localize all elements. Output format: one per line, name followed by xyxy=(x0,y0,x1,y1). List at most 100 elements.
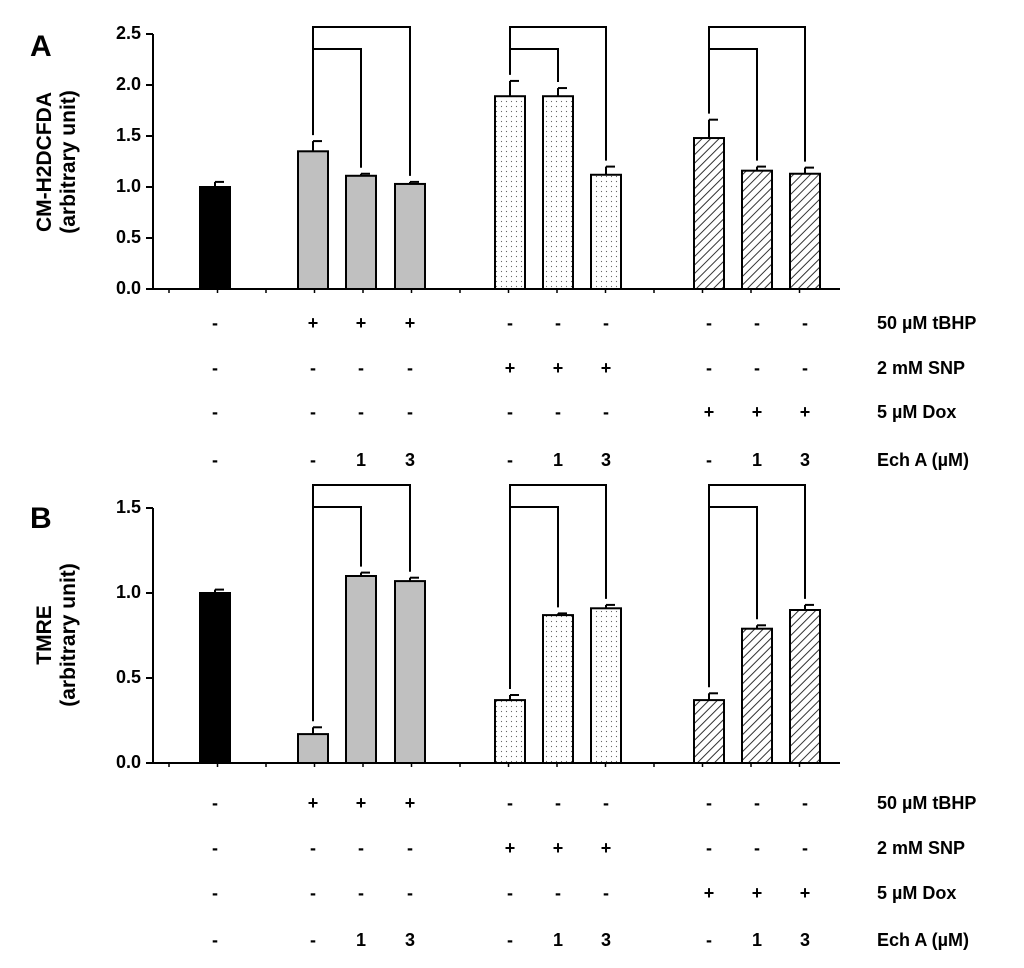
panel-letter: B xyxy=(30,502,52,535)
condition-cell: + xyxy=(356,793,367,813)
panel-letter: A xyxy=(30,30,52,63)
condition-cell: + xyxy=(601,838,612,858)
significance-bracket xyxy=(709,506,758,620)
condition-cell: - xyxy=(754,838,760,858)
condition-cell: - xyxy=(212,883,218,903)
condition-cell: - xyxy=(358,838,364,858)
bar-tbhp xyxy=(345,174,377,290)
y-axis-label-line: TMRE xyxy=(33,605,56,665)
bar-tbhp xyxy=(394,182,426,290)
condition-label: 50 µM tBHP xyxy=(877,313,976,333)
y-tick-label: 0.5 xyxy=(116,227,141,247)
condition-cell: + xyxy=(308,313,319,333)
significance-bracket xyxy=(312,26,411,176)
significance-bracket xyxy=(708,26,806,162)
condition-cell: 1 xyxy=(553,930,563,950)
condition-cell: - xyxy=(507,883,513,903)
bar-control xyxy=(199,592,231,764)
condition-cell: - xyxy=(310,358,316,378)
y-tick-label: 1.5 xyxy=(116,497,141,517)
condition-cell: + xyxy=(704,402,715,422)
bar-tbhp xyxy=(297,150,329,290)
condition-cell: + xyxy=(553,358,564,378)
condition-cell: - xyxy=(507,450,513,470)
condition-cell: - xyxy=(802,358,808,378)
condition-cell: + xyxy=(704,883,715,903)
condition-cell: - xyxy=(310,883,316,903)
bar-snp xyxy=(590,173,622,290)
condition-cell: - xyxy=(754,313,760,333)
y-tick-label: 0.0 xyxy=(116,278,141,298)
condition-cell: + xyxy=(752,402,763,422)
y-tick-label: 1.0 xyxy=(116,176,141,196)
condition-cell: - xyxy=(310,930,316,950)
condition-cell: - xyxy=(603,402,609,422)
panel-a: A CM-H2DCFDA(arbitrary unit) 0.0 0.5 1.0 1.5 2… xyxy=(30,23,976,470)
condition-cell: - xyxy=(706,793,712,813)
condition-label: 5 µM Dox xyxy=(877,402,956,422)
condition-cell: + xyxy=(800,883,811,903)
condition-cell: - xyxy=(407,358,413,378)
condition-cell: - xyxy=(555,402,561,422)
condition-cell: - xyxy=(212,402,218,422)
condition-cell: - xyxy=(706,838,712,858)
condition-cell: - xyxy=(754,793,760,813)
significance-bracket xyxy=(709,48,758,161)
condition-label: 2 mM SNP xyxy=(877,838,965,858)
bar-snp xyxy=(494,95,526,290)
condition-cell: - xyxy=(212,358,218,378)
condition-cell: - xyxy=(407,838,413,858)
condition-cell: - xyxy=(603,883,609,903)
significance-bracket xyxy=(708,484,806,688)
bar-snp xyxy=(494,699,526,764)
bar-snp xyxy=(542,614,574,764)
bar-snp xyxy=(542,95,574,290)
condition-cell: 1 xyxy=(356,450,366,470)
bar-dox xyxy=(789,609,821,764)
condition-cell: - xyxy=(310,838,316,858)
condition-cell: 3 xyxy=(800,450,810,470)
condition-cell: - xyxy=(507,930,513,950)
bar-dox xyxy=(693,137,725,290)
condition-cell: - xyxy=(507,793,513,813)
condition-cell: + xyxy=(356,313,367,333)
bar-tbhp xyxy=(394,580,426,764)
condition-cell: - xyxy=(358,402,364,422)
condition-cell: - xyxy=(212,838,218,858)
condition-cell: - xyxy=(358,883,364,903)
bar-tbhp xyxy=(345,575,377,764)
condition-cell: + xyxy=(505,358,516,378)
condition-cell: - xyxy=(706,930,712,950)
condition-cell: - xyxy=(802,313,808,333)
condition-cell: 1 xyxy=(356,930,366,950)
condition-cell: + xyxy=(800,402,811,422)
condition-cell: - xyxy=(407,883,413,903)
significance-bracket xyxy=(509,26,607,161)
condition-cell: - xyxy=(802,793,808,813)
y-axis-label-line: (arbitrary unit) xyxy=(57,563,80,707)
y-axis-label: TMRE(arbitrary unit) xyxy=(33,563,80,707)
condition-cell: + xyxy=(308,793,319,813)
condition-cell: + xyxy=(405,313,416,333)
significance-bracket xyxy=(509,484,607,689)
condition-cell: - xyxy=(754,358,760,378)
condition-cell: - xyxy=(212,450,218,470)
significance-bracket xyxy=(313,506,362,567)
significance-bracket xyxy=(313,48,362,168)
significance-bracket xyxy=(510,506,559,608)
condition-cell: + xyxy=(505,838,516,858)
y-axis-label-line: CM-H2DCFDA xyxy=(33,92,56,232)
y-tick-label: 1.5 xyxy=(116,125,141,145)
condition-cell: - xyxy=(358,358,364,378)
condition-label: 50 µM tBHP xyxy=(877,793,976,813)
condition-cell: 1 xyxy=(553,450,563,470)
panel-b: B TMRE(arbitrary unit) 0.0 0.5 1.0 1.5 - + + + - - -… xyxy=(30,484,976,950)
condition-label: Ech A (µM) xyxy=(877,450,969,470)
condition-cell: - xyxy=(603,793,609,813)
condition-cell: - xyxy=(555,883,561,903)
condition-cell: - xyxy=(507,313,513,333)
condition-cell: - xyxy=(603,313,609,333)
condition-cell: 3 xyxy=(405,930,415,950)
y-tick-label: 0.0 xyxy=(116,752,141,772)
